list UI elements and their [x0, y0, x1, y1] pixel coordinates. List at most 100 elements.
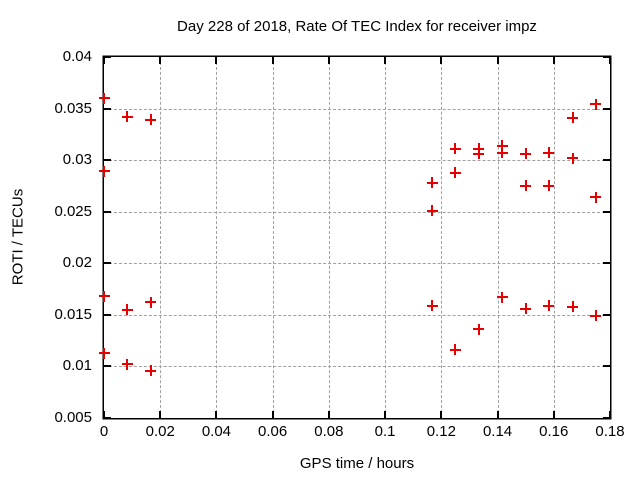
- x-axis-tick-mirror: [103, 57, 105, 64]
- x-axis-tick: [609, 411, 611, 418]
- y-tick-label: 0.04: [62, 48, 92, 65]
- y-tick-label: 0.035: [54, 99, 92, 117]
- gridline-vertical: [160, 57, 162, 418]
- x-tick-label: 0.14: [482, 423, 513, 440]
- x-tick-label: 0.12: [426, 423, 456, 440]
- x-axis-tick-mirror: [215, 57, 218, 64]
- data-point-marker: [473, 323, 485, 335]
- chart-title: Day 228 of 2018, Rate Of TEC Index for r…: [177, 18, 537, 35]
- y-axis-tick: [104, 159, 111, 162]
- data-point-marker: [145, 114, 157, 126]
- data-point-marker: [98, 92, 110, 104]
- y-axis-tick-mirror: [603, 313, 610, 316]
- data-point-marker: [543, 147, 555, 159]
- x-tick-label: 0.08: [314, 423, 344, 440]
- y-tick-label: 0.01: [62, 357, 92, 375]
- data-point-marker: [567, 152, 579, 164]
- x-axis-tick-mirror: [271, 57, 274, 64]
- x-axis-tick: [215, 411, 218, 418]
- data-point-marker: [496, 291, 508, 303]
- data-point-marker: [590, 98, 602, 110]
- data-point-marker: [98, 290, 110, 302]
- x-axis-tick: [552, 411, 555, 418]
- data-point-marker: [567, 301, 579, 313]
- data-point-marker: [449, 344, 461, 356]
- y-axis-tick: [104, 56, 111, 58]
- y-axis-tick-mirror: [603, 365, 610, 368]
- y-axis-tick-mirror: [603, 417, 610, 419]
- gridline-vertical: [328, 57, 330, 418]
- data-point-marker: [520, 180, 532, 192]
- data-point-marker: [473, 148, 485, 160]
- x-axis-title: GPS time / hours: [299, 455, 415, 472]
- x-tick-label: 0: [99, 423, 109, 440]
- x-tick-label: 0.06: [258, 423, 288, 440]
- gridline-vertical: [385, 57, 387, 418]
- gridline-horizontal: [104, 314, 610, 316]
- x-axis-tick: [496, 411, 499, 418]
- data-point-marker: [121, 358, 133, 370]
- y-tick-label: 0.015: [54, 305, 92, 323]
- y-axis-tick: [104, 210, 111, 213]
- y-axis-tick-mirror: [603, 107, 610, 110]
- gridline-vertical: [441, 57, 443, 418]
- data-point-marker: [496, 140, 508, 152]
- x-tick-label: 0.04: [201, 423, 232, 440]
- data-point-marker: [98, 347, 110, 359]
- x-axis-tick: [440, 411, 443, 418]
- data-point-marker: [590, 310, 602, 322]
- gridline-vertical: [497, 57, 499, 418]
- gridline-vertical: [216, 57, 218, 418]
- x-axis-tick: [384, 411, 387, 418]
- x-axis-tick-mirror: [609, 57, 611, 64]
- y-axis-tick: [104, 417, 111, 419]
- data-point-marker: [121, 111, 133, 123]
- gridline-horizontal: [104, 160, 610, 162]
- data-point-marker: [426, 205, 438, 217]
- x-axis-tick-mirror: [384, 57, 387, 64]
- y-axis-tick: [104, 313, 111, 316]
- gridline-horizontal: [104, 211, 610, 213]
- gridline-vertical: [272, 57, 274, 418]
- data-point-marker: [426, 300, 438, 312]
- data-point-marker: [121, 304, 133, 316]
- y-axis-tick-mirror: [603, 159, 610, 162]
- data-point-marker: [520, 148, 532, 160]
- x-tick-label: 0.18: [595, 423, 625, 440]
- y-tick-label: 0.025: [54, 202, 92, 220]
- x-axis-tick-mirror: [440, 57, 443, 64]
- y-tick-label: 0.02: [62, 254, 92, 272]
- gridline-horizontal: [104, 366, 610, 368]
- x-axis-tick-mirror: [496, 57, 499, 64]
- y-axis-tick: [104, 107, 111, 110]
- x-axis-tick: [103, 411, 105, 418]
- gridline-vertical: [553, 57, 555, 418]
- x-axis-tick: [159, 411, 162, 418]
- data-point-marker: [520, 303, 532, 315]
- x-tick-label: 0.02: [145, 423, 175, 440]
- data-point-marker: [496, 147, 508, 159]
- data-point-marker: [145, 296, 157, 308]
- data-point-marker: [449, 143, 461, 155]
- data-point-marker: [567, 112, 579, 124]
- data-point-marker: [449, 167, 461, 179]
- y-axis-tick-mirror: [603, 262, 610, 265]
- x-axis-tick: [327, 411, 330, 418]
- data-point-marker: [543, 180, 555, 192]
- y-axis-tick-mirror: [603, 56, 610, 58]
- x-axis-tick-mirror: [159, 57, 162, 64]
- y-axis-tick: [104, 262, 111, 265]
- x-axis-tick: [271, 411, 274, 418]
- x-tick-label: 0.1: [374, 423, 396, 440]
- y-tick-label: 0.03: [62, 151, 92, 169]
- x-axis-tick-mirror: [327, 57, 330, 64]
- y-axis-tick-mirror: [603, 210, 610, 213]
- y-axis-title: ROTI / TECUs: [9, 188, 27, 286]
- data-point-marker: [543, 300, 555, 312]
- y-axis-tick: [104, 365, 111, 368]
- x-axis-tick-mirror: [552, 57, 555, 64]
- data-point-marker: [98, 165, 110, 177]
- y-tick-label: 0.005: [54, 409, 92, 426]
- data-point-marker: [145, 365, 157, 377]
